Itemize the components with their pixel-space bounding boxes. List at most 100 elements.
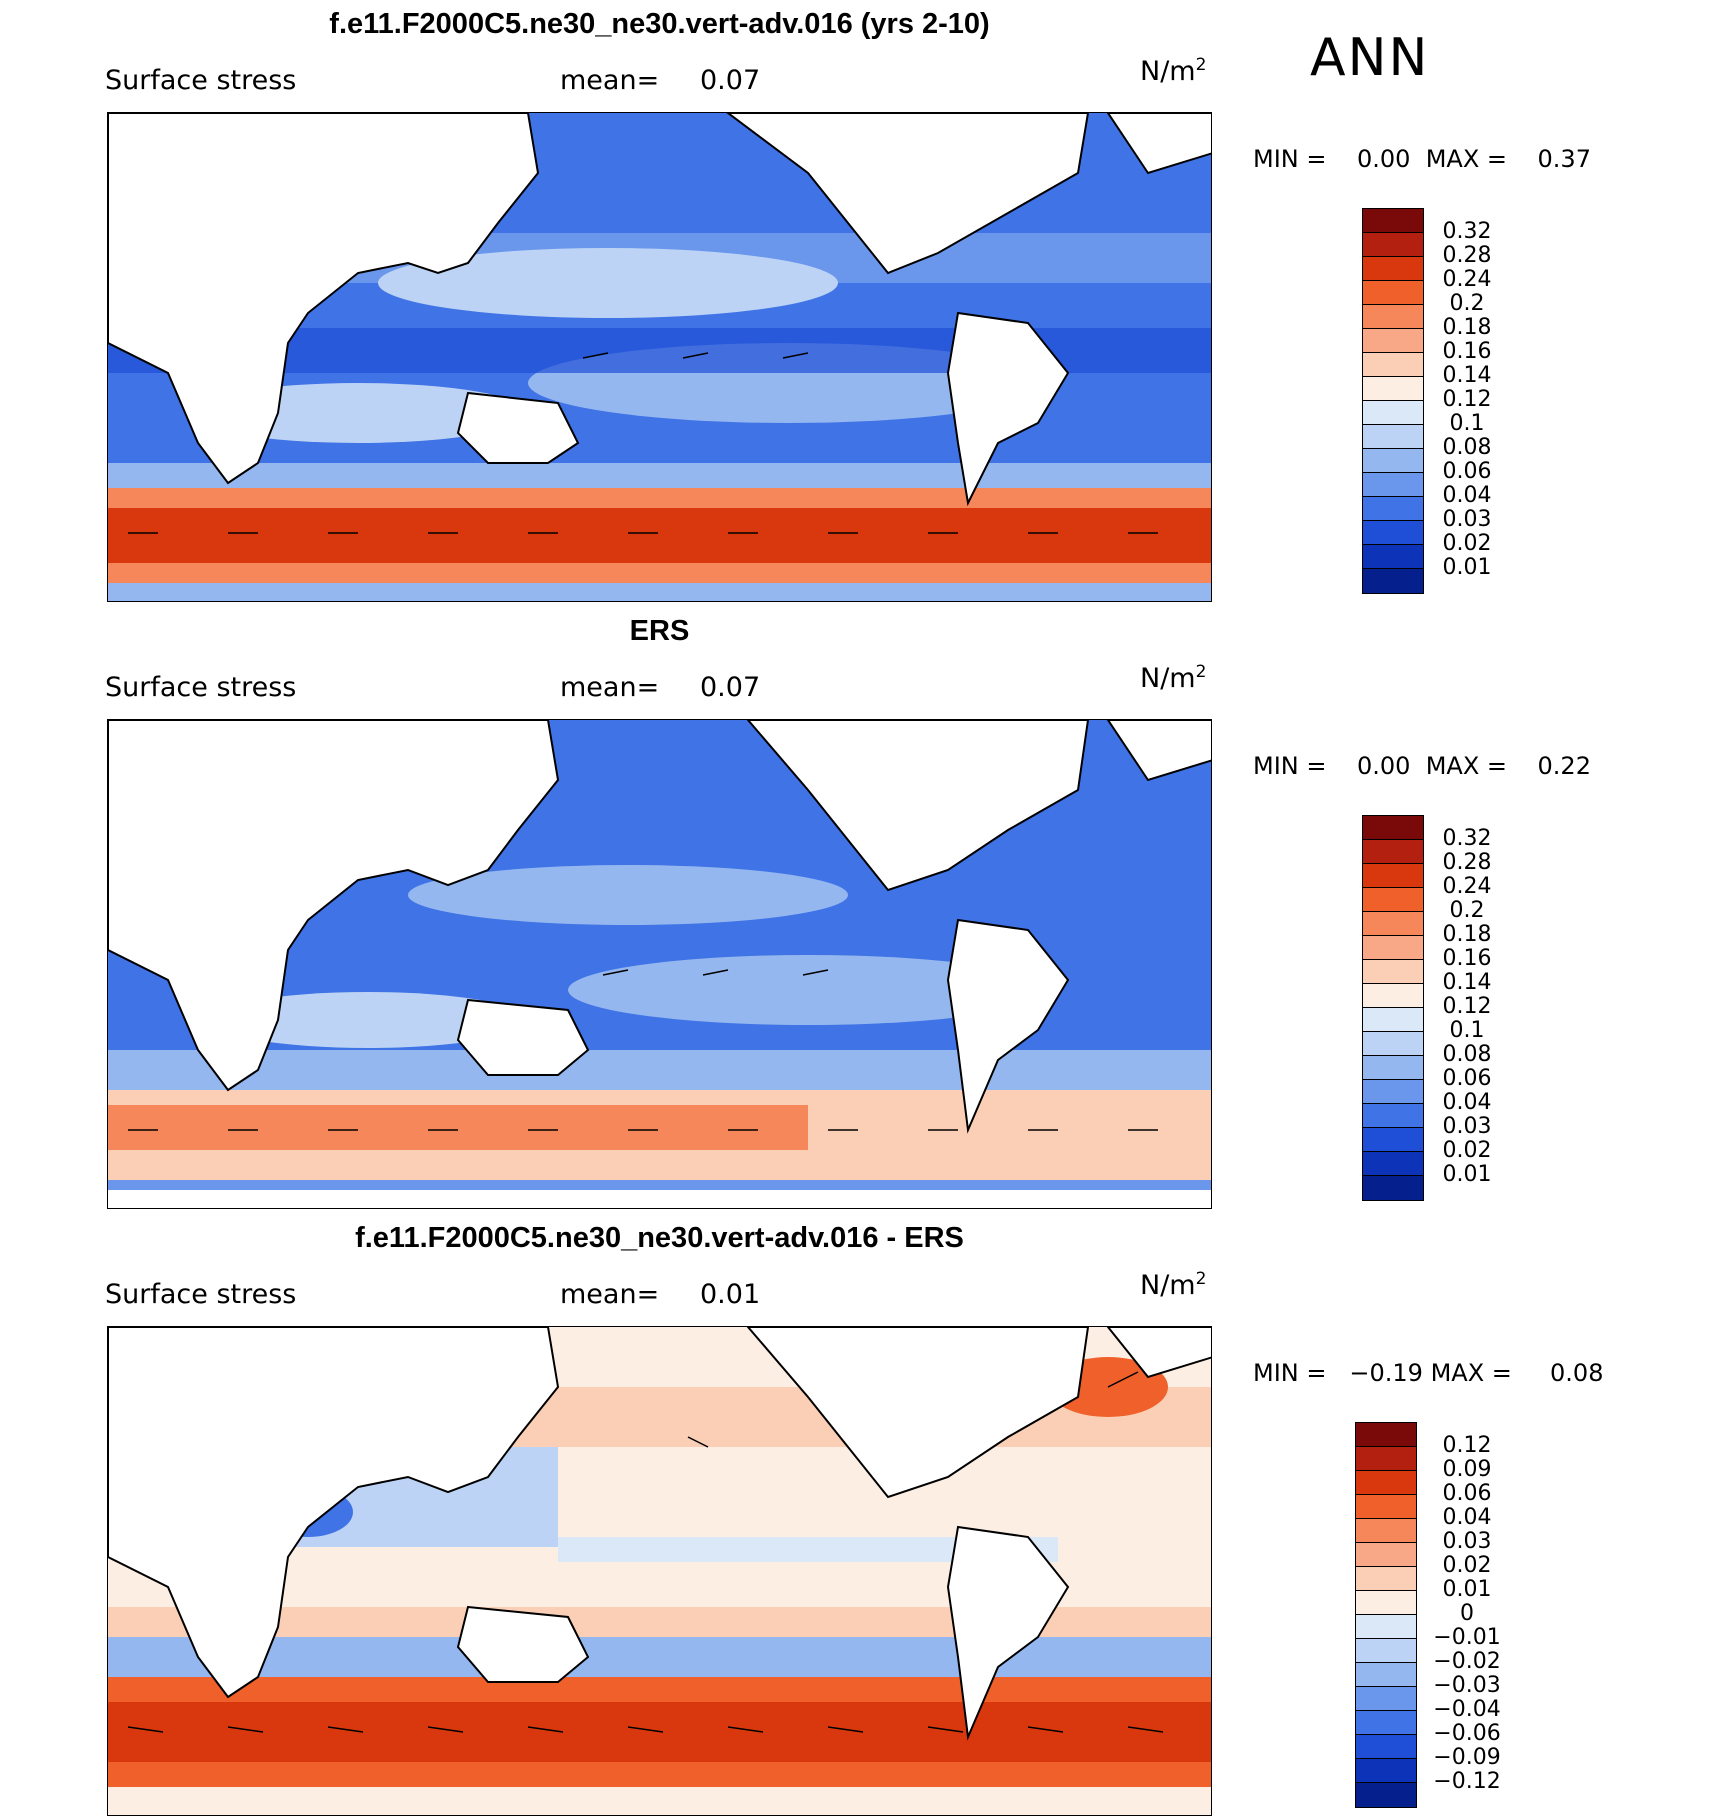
- colorbar-tick-label: 0.32: [1442, 826, 1492, 851]
- colorbar-tick-label: −0.04: [1433, 1697, 1501, 1722]
- trade-wind-band: [208, 992, 528, 1048]
- colorbar-swatch: [1363, 545, 1423, 569]
- colorbar-swatch: [1363, 864, 1423, 888]
- colorbar-swatch: [1363, 497, 1423, 521]
- panel-2-title: ERS: [629, 615, 690, 647]
- colorbar-swatch: [1363, 1032, 1423, 1056]
- wind-vector: [582, 352, 609, 359]
- colorbar-tick-label: 0.1: [1449, 1018, 1485, 1043]
- colorbar-tick-label: 0.2: [1449, 291, 1485, 316]
- colorbar-tick-label: −0.03: [1433, 1673, 1501, 1698]
- colorbar-swatch: [1356, 1759, 1416, 1783]
- panel-1-map-plot: [108, 113, 1211, 601]
- colorbar-swatch: [1356, 1471, 1416, 1495]
- wind-vector: [702, 969, 729, 976]
- colorbar-swatch: [1363, 912, 1423, 936]
- panel-1-mean-label: mean=: [560, 65, 660, 96]
- colorbar-tick-label: 0.04: [1442, 1505, 1492, 1530]
- panel-1-variable: Surface stress: [105, 65, 297, 96]
- colorbar-swatch: [1356, 1639, 1416, 1663]
- colorbar-tick-label: 0.02: [1442, 1553, 1492, 1578]
- colorbar-tick-label: 0.28: [1442, 243, 1492, 268]
- panel-1-minmax: MIN = 0.00 MAX = 0.37: [1253, 145, 1591, 173]
- panel-3-title: f.e11.F2000C5.ne30_ne30.vert-adv.016 - E…: [355, 1222, 964, 1254]
- colorbar-tick-label: 0.09: [1442, 1457, 1492, 1482]
- colorbar-swatch: [1363, 521, 1423, 545]
- wind-vector: [127, 1726, 164, 1733]
- panel-3-map-plot: [108, 1327, 1211, 1815]
- colorbar-tick-label: 0.03: [1442, 507, 1492, 532]
- trade-wind-band: [408, 865, 848, 925]
- colorbar-swatch: [1363, 936, 1423, 960]
- colorbar-swatch: [1363, 401, 1423, 425]
- wind-vector: [1127, 1726, 1164, 1733]
- colorbar-swatch: [1356, 1495, 1416, 1519]
- colorbar-tick-label: 0.08: [1442, 1042, 1492, 1067]
- westerlies-core: [108, 508, 1211, 563]
- colorbar-tick-label: 0.32: [1442, 219, 1492, 244]
- colorbar-swatch: [1363, 353, 1423, 377]
- colorbar-swatch: [1363, 209, 1423, 233]
- colorbar-swatch: [1356, 1519, 1416, 1543]
- south-america-land: [946, 1525, 1070, 1741]
- colorbar-swatch: [1363, 1008, 1423, 1032]
- panel-2-variable: Surface stress: [105, 672, 297, 703]
- colorbar-swatch: [1356, 1567, 1416, 1591]
- wind-vectors: [127, 1371, 1164, 1733]
- colorbar-tick-label: −0.09: [1433, 1745, 1501, 1770]
- colorbar-tick-label: −0.02: [1433, 1649, 1501, 1674]
- ocean-band: [108, 583, 1211, 601]
- colorbar-tick-label: 0.28: [1442, 850, 1492, 875]
- colorbar-swatch: [1363, 1128, 1423, 1152]
- wind-vectors: [128, 352, 1158, 534]
- colorbar-tick-label: 0.01: [1442, 1162, 1492, 1187]
- colorbar-swatch: [1363, 816, 1423, 840]
- panel-1-unit: N/m2: [1140, 55, 1207, 87]
- panel-2-map-plot: [108, 720, 1211, 1208]
- south-america-land: [946, 918, 1070, 1134]
- panel-3-unit: N/m2: [1140, 1269, 1207, 1301]
- colorbar-swatch: [1363, 960, 1423, 984]
- wind-vectors: [128, 969, 1158, 1131]
- wind-vector: [682, 352, 709, 359]
- colorbar-swatch: [1356, 1615, 1416, 1639]
- colorbar-tick-label: 0.03: [1442, 1114, 1492, 1139]
- colorbar-swatch: [1363, 329, 1423, 353]
- colorbar-tick-label: 0.06: [1442, 1066, 1492, 1091]
- colorbar-tick-label: 0.01: [1442, 555, 1492, 580]
- eurasia-africa-land: [108, 1327, 560, 1699]
- colorbar-swatch: [1356, 1591, 1416, 1615]
- ocean-band: [108, 463, 1211, 488]
- colorbar-tick-label: 0.24: [1442, 267, 1492, 292]
- colorbar-tick-label: −0.12: [1433, 1769, 1501, 1794]
- colorbar-swatch: [1363, 257, 1423, 281]
- wind-vector: [727, 1726, 764, 1733]
- panel-3-mean-value: 0.01: [700, 1279, 761, 1310]
- wind-vector: [827, 1726, 864, 1733]
- colorbar-tick-label: 0.02: [1442, 531, 1492, 556]
- panel-3-variable: Surface stress: [105, 1279, 297, 1310]
- panel-2-colorbar: [1362, 815, 1424, 1201]
- colorbar-tick-label: 0.16: [1442, 339, 1492, 364]
- panel-2-unit: N/m2: [1140, 662, 1207, 694]
- trade-wind-band: [378, 248, 838, 318]
- colorbar-swatch: [1356, 1687, 1416, 1711]
- colorbar-swatch: [1363, 425, 1423, 449]
- colorbar-tick-label: −0.06: [1433, 1721, 1501, 1746]
- colorbar-tick-label: 0.02: [1442, 1138, 1492, 1163]
- colorbar-tick-label: 0.06: [1442, 1481, 1492, 1506]
- colorbar-tick-label: 0.14: [1442, 970, 1492, 995]
- north-america-land: [746, 720, 1090, 892]
- panel-1-map: [107, 112, 1212, 602]
- panel-1-colorbar: [1362, 208, 1424, 594]
- colorbar-tick-label: 0.18: [1442, 315, 1492, 340]
- colorbar-tick-label: −0.01: [1433, 1625, 1501, 1650]
- panel-3-mean-label: mean=: [560, 1279, 660, 1310]
- colorbar-swatch: [1363, 1104, 1423, 1128]
- colorbar-swatch: [1363, 233, 1423, 257]
- colorbar-tick-label: 0.16: [1442, 946, 1492, 971]
- colorbar-swatch: [1363, 840, 1423, 864]
- colorbar-tick-label: 0.04: [1442, 483, 1492, 508]
- trade-wind-band: [568, 955, 1048, 1025]
- colorbar-swatch: [1363, 1176, 1423, 1200]
